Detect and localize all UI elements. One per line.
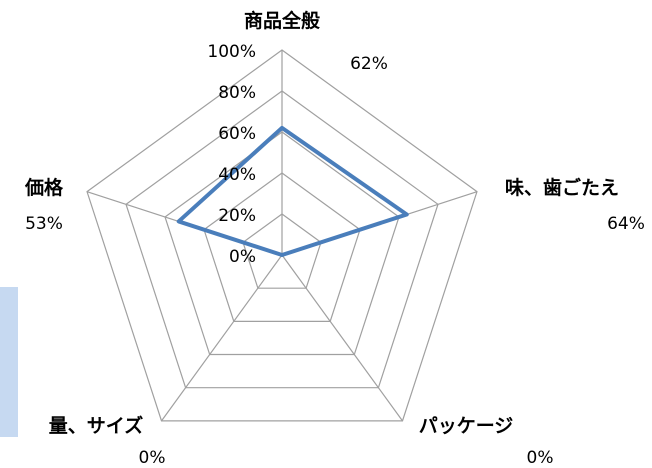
- tick-label-0: 0%: [229, 247, 256, 267]
- category-label-size: 量、サイズ: [49, 414, 143, 437]
- grid-ring-4: [125, 90, 439, 389]
- tick-label-100: 100%: [207, 42, 256, 62]
- tick-label-80: 80%: [218, 83, 256, 103]
- value-label-price: 53%: [25, 214, 63, 234]
- category-label-package: パッケージ: [419, 415, 514, 437]
- data-point-0-0: [281, 127, 283, 129]
- grid-ring-3: [164, 131, 400, 356]
- category-label-price: 価格: [24, 176, 64, 199]
- tick-label-40: 40%: [218, 165, 256, 185]
- grid-ring-5: [86, 49, 478, 422]
- grid-ring-1: [242, 213, 322, 289]
- grid-spoke-3: [161, 254, 283, 422]
- tick-label-60: 60%: [218, 124, 256, 144]
- data-point-0-1: [406, 213, 408, 215]
- tick-label-20: 20%: [218, 206, 256, 226]
- value-label-package: 0%: [527, 448, 554, 468]
- value-label-taste: 64%: [607, 214, 645, 234]
- radial-tick-labels: 0% 20% 40% 60% 80% 100%: [207, 42, 256, 267]
- side-accent-strip: [0, 287, 18, 437]
- category-label-overall: 商品全般: [244, 9, 320, 32]
- data-point-0-4: [178, 220, 180, 222]
- category-label-taste: 味、歯ごたえ: [505, 176, 619, 199]
- category-labels: 商品全般 62% 味、歯ごたえ 64% パッケージ 0% 量、サイズ 0% 価格…: [24, 9, 645, 468]
- grid-ring-2: [203, 172, 361, 322]
- data-point-0-3: [281, 254, 283, 256]
- radar-grid: [86, 49, 478, 422]
- grid-spoke-2: [281, 254, 403, 422]
- series-line-0: [176, 125, 409, 257]
- radar-series: [176, 125, 409, 257]
- value-label-overall: 62%: [350, 54, 388, 74]
- value-label-size: 0%: [139, 448, 166, 468]
